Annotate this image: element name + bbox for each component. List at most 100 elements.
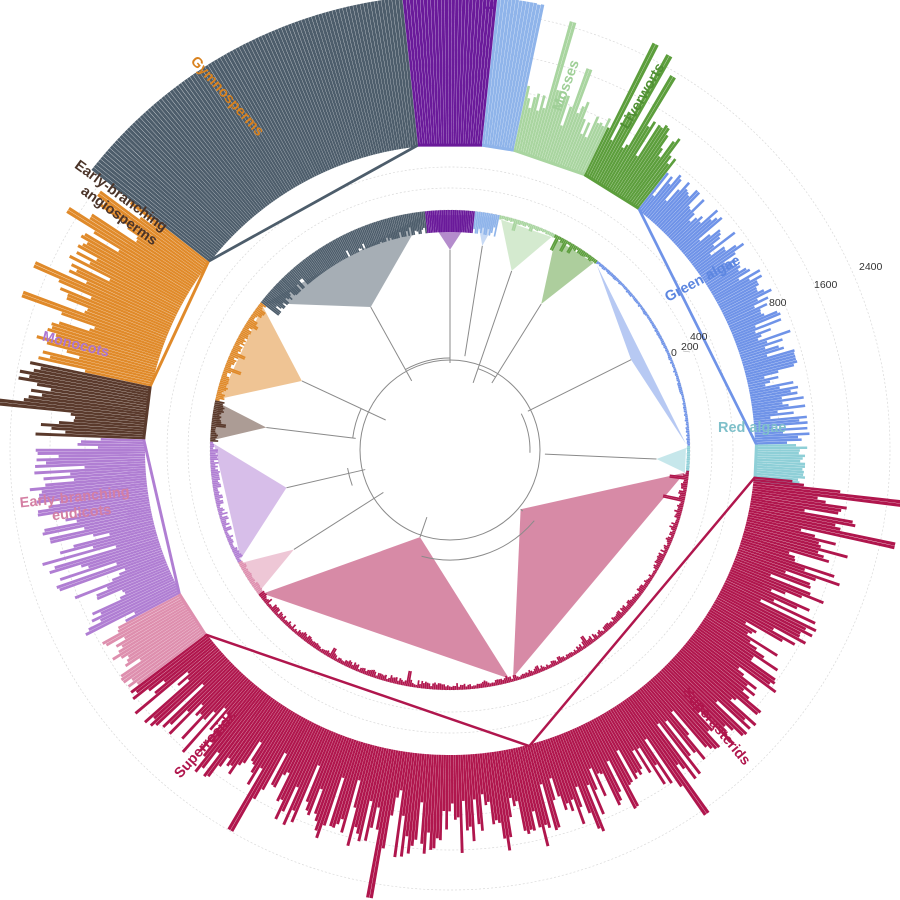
- outer-bar-superasterids: [699, 623, 753, 661]
- outer-bar-lycophytes: [503, 2, 534, 151]
- outer-bar-superasterids: [571, 728, 592, 770]
- outer-bar-early-branching-eudicots: [117, 593, 182, 630]
- outer-bar-gymnosperms-conifer-group: [297, 20, 351, 163]
- inner-bar-superasterids: [602, 626, 608, 633]
- inner-bar-gymnosperms: [229, 353, 239, 360]
- inner-bar-ferns: [439, 210, 443, 233]
- outer-bar-monocots: [70, 468, 146, 476]
- inner-bar-superrosids: [265, 598, 273, 605]
- outer-bar-green-algae: [738, 340, 768, 353]
- inner-bar-superrosids: [328, 647, 336, 658]
- outer-bar-superrosids: [203, 692, 268, 778]
- inner-bar-ferns: [437, 210, 441, 233]
- inner-bar-monocots: [230, 546, 235, 550]
- outer-bar-monocots: [42, 510, 152, 536]
- inner-bar-superrosids: [345, 660, 349, 667]
- inner-bar-mosses: [548, 231, 552, 236]
- outer-bar-superasterids: [680, 647, 759, 716]
- outer-bar-gymnosperms: [55, 333, 158, 366]
- inner-bar-green-algae: [681, 395, 685, 398]
- inner-bar-gymnosperms-conifer-group: [290, 269, 301, 281]
- inner-bar-liverworts: [588, 256, 594, 262]
- outer-bar-early-branching-eudicots: [118, 607, 191, 654]
- inner-bar-superasterids: [643, 579, 650, 585]
- scale-tick-label: 800: [769, 297, 787, 309]
- outer-bar-red-algae: [754, 451, 799, 455]
- outer-bar-liverworts: [618, 124, 669, 198]
- outer-bar-superasterids: [718, 592, 801, 638]
- outer-bar-monocots: [59, 551, 164, 592]
- inner-bar-superasterids: [644, 582, 649, 587]
- outer-bar-superasterids: [556, 735, 578, 788]
- tree-branch: [293, 492, 384, 550]
- outer-bar-gymnosperms-conifer-group: [181, 80, 272, 204]
- outer-bar-superrosids: [442, 754, 446, 812]
- outer-bar-superasterids: [740, 542, 796, 562]
- inner-bar-early-branching-eudicots: [242, 568, 249, 573]
- inner-bar-superrosids: [402, 681, 405, 686]
- outer-bar-superasterids: [659, 670, 701, 714]
- outer-bar-liverworts: [614, 124, 661, 195]
- inner-bar-superrosids: [271, 606, 278, 612]
- inner-bar-green-algae: [661, 342, 666, 346]
- outer-bar-superrosids: [366, 749, 396, 898]
- inner-bar-ferns: [462, 210, 466, 233]
- outer-bar-superrosids: [314, 736, 348, 822]
- outer-bar-superasterids: [609, 708, 652, 774]
- outer-bar-green-algae: [752, 410, 778, 416]
- inner-bar-gymnosperms: [255, 308, 265, 316]
- outer-bar-liverworts: [624, 147, 663, 202]
- inner-bar-gymnosperms-conifer-group: [279, 279, 296, 296]
- inner-bar-gymnosperms-conifer-group: [314, 251, 329, 271]
- outer-bar-liverworts: [610, 121, 657, 192]
- clade-label-red-algae: Red algae: [718, 420, 787, 436]
- outer-bar-gymnosperms: [36, 335, 157, 371]
- outer-bar-superasterids: [749, 504, 856, 528]
- outer-bar-gymnosperms-conifer-group: [264, 33, 328, 172]
- outer-bar-superrosids: [237, 702, 282, 766]
- inner-bar-red-algae: [686, 447, 690, 450]
- outer-bar-ferns: [467, 0, 480, 146]
- outer-bar-green-algae: [676, 209, 719, 248]
- outer-bar-superasterids: [712, 603, 747, 625]
- inner-bar-gymnosperms: [236, 338, 244, 344]
- outer-bar-gymnosperms-conifer-group: [189, 74, 278, 200]
- inner-bar-superrosids: [326, 652, 331, 657]
- outer-bar-green-algae: [697, 244, 737, 274]
- outer-bar-green-algae: [647, 178, 682, 219]
- outer-band-green-algae: [637, 207, 758, 445]
- inner-bar-superasterids: [588, 635, 595, 643]
- inner-bar-gymnosperms-conifer-group: [331, 240, 345, 261]
- inner-bar-superasterids: [556, 656, 562, 664]
- outer-bar-monocots: [29, 477, 147, 492]
- outer-bar-gymnosperms-conifer-group: [126, 127, 236, 236]
- inner-bar-monocots: [228, 540, 234, 545]
- inner-bar-superrosids: [301, 633, 308, 640]
- outer-bar-superasterids: [593, 718, 632, 786]
- inner-bar-gymnosperms: [224, 366, 242, 374]
- outer-bar-superrosids: [467, 754, 476, 842]
- inner-bar-green-algae: [683, 408, 687, 411]
- outer-bar-superasterids: [599, 714, 638, 780]
- inner-bar-mosses: [551, 233, 556, 238]
- outer-bar-early-branching-eudicots: [123, 601, 187, 640]
- clade-wedge-early-branching-eudicots: [242, 549, 294, 591]
- inner-bar-superasterids: [600, 630, 605, 635]
- inner-bar-superrosids: [323, 649, 328, 655]
- inner-bar-mosses: [506, 216, 509, 222]
- outer-bar-gymnosperms-conifer-group: [207, 63, 290, 192]
- outer-bar-red-algae: [754, 470, 804, 477]
- inner-bar-mosses: [511, 218, 515, 222]
- outer-bar-gymnosperms: [85, 281, 174, 324]
- outer-bar-monocots: [118, 556, 165, 576]
- outer-bar-superrosids: [496, 751, 513, 838]
- inner-bar-monocots: [210, 458, 219, 461]
- inner-bar-superrosids: [413, 684, 416, 688]
- outer-bar-liverworts: [585, 42, 656, 178]
- inner-bar-gymnosperms-conifer-group: [378, 220, 387, 242]
- inner-bar-green-algae: [639, 305, 643, 308]
- inner-bar-superrosids: [294, 630, 298, 635]
- outer-bar-superasterids: [752, 483, 900, 504]
- outer-bar-gymnosperms-conifer-group: [137, 117, 242, 229]
- outer-bar-ferns: [406, 0, 423, 147]
